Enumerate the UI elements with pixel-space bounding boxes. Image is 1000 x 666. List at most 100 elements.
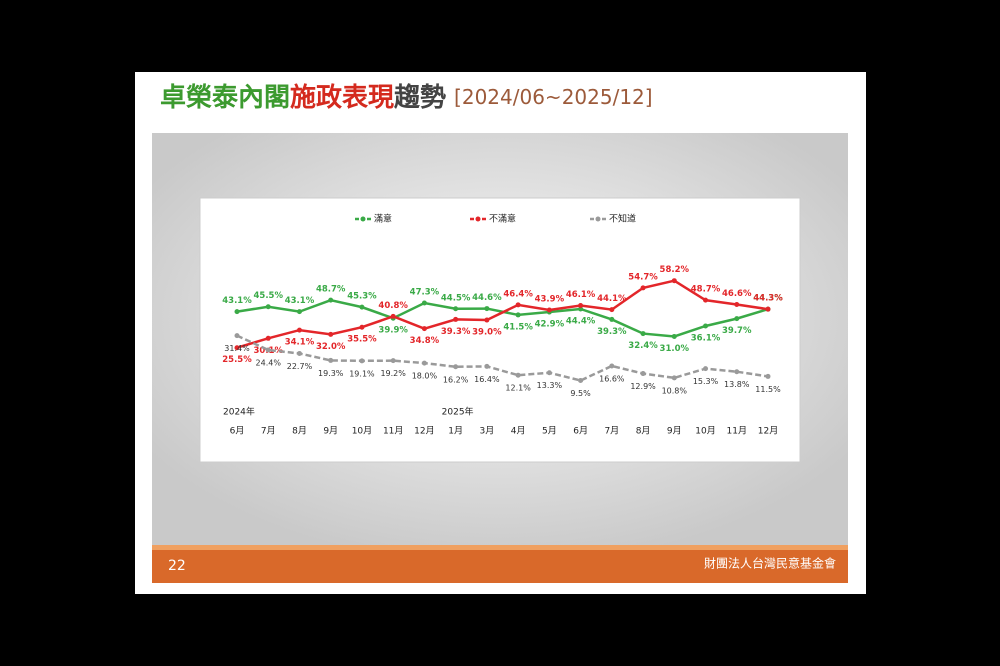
point — [359, 358, 365, 364]
point — [234, 333, 240, 339]
title-part: [2024/06~2025/12] — [454, 85, 653, 109]
point — [515, 312, 521, 318]
point — [390, 313, 396, 319]
x-tick-label: 7月 — [261, 426, 276, 437]
value-label: 16.6% — [599, 374, 625, 383]
point — [328, 331, 334, 337]
x-tick-label: 9月 — [323, 426, 338, 437]
title-part: 施政表現 — [290, 82, 394, 113]
value-label: 10.8% — [662, 386, 688, 395]
point — [734, 301, 740, 307]
value-label: 44.6% — [472, 293, 502, 303]
point — [296, 327, 302, 333]
value-label: 31.0% — [660, 344, 690, 354]
point — [609, 316, 615, 322]
value-label: 48.7% — [691, 285, 721, 295]
x-tick-label: 8月 — [292, 426, 307, 437]
value-label: 22.7% — [287, 362, 313, 371]
value-label: 40.8% — [378, 301, 408, 311]
x-tick-label: 6月 — [573, 426, 588, 437]
series-line — [236, 279, 769, 349]
value-label: 25.5% — [222, 355, 252, 365]
value-label: 54.7% — [628, 272, 658, 282]
x-tick-label: 12月 — [414, 426, 434, 437]
x-tick-label: 5月 — [542, 426, 557, 437]
x-tick-label: 11月 — [383, 426, 403, 437]
value-label: 16.2% — [443, 375, 469, 384]
point — [359, 304, 365, 310]
point — [609, 363, 615, 369]
point — [578, 302, 584, 308]
x-tick-label: 8月 — [636, 426, 651, 437]
value-label: 31.4% — [224, 344, 250, 353]
point — [765, 306, 771, 312]
point — [234, 345, 240, 351]
title: 卓榮泰內閣施政表現趨勢 [2024/06~2025/12] — [160, 82, 653, 113]
year-label: 2025年 — [442, 406, 474, 418]
series-line — [236, 334, 769, 382]
x-tick-label: 11月 — [727, 426, 747, 437]
value-label: 44.5% — [441, 293, 471, 303]
value-label: 46.6% — [722, 289, 752, 299]
point — [265, 347, 271, 353]
value-label: 24.4% — [256, 358, 282, 367]
value-label: 47.3% — [410, 288, 440, 298]
point — [328, 297, 334, 303]
point — [296, 350, 302, 356]
point — [390, 358, 396, 364]
value-label: 34.1% — [285, 338, 315, 348]
x-tick-label: 9月 — [667, 426, 682, 437]
footer-bar — [152, 545, 848, 583]
value-label: 46.1% — [566, 290, 596, 300]
footer-stripe — [152, 545, 848, 550]
value-label: 18.0% — [412, 372, 438, 381]
x-tick-label: 7月 — [604, 426, 619, 437]
value-label: 39.3% — [441, 327, 471, 337]
value-label: 42.9% — [535, 320, 565, 330]
x-tick-label: 10月 — [352, 426, 372, 437]
value-label: 36.1% — [691, 333, 721, 343]
point — [421, 300, 427, 306]
point — [578, 306, 584, 312]
value-label: 13.3% — [537, 381, 563, 390]
point — [265, 304, 271, 310]
value-label: 45.5% — [253, 291, 283, 301]
value-label: 13.8% — [724, 380, 750, 389]
legend-marker — [595, 216, 601, 222]
value-label: 9.5% — [570, 389, 591, 398]
x-tick-label: 4月 — [511, 426, 526, 437]
point — [640, 331, 646, 337]
value-label: 46.4% — [503, 289, 533, 299]
year-label: 2024年 — [223, 406, 255, 418]
point — [703, 366, 709, 372]
point — [671, 333, 677, 339]
value-label: 32.4% — [628, 341, 658, 351]
point — [453, 364, 459, 370]
org-name: 財團法人台灣民意基金會 — [704, 556, 836, 571]
x-tick-label: 12月 — [758, 426, 778, 437]
point — [234, 309, 240, 315]
point — [453, 306, 459, 312]
value-label: 44.3% — [753, 294, 783, 304]
point — [515, 302, 521, 308]
x-tick-label: 6月 — [230, 426, 245, 437]
point — [546, 307, 552, 313]
value-label: 32.0% — [316, 342, 346, 352]
legend-label: 滿意 — [374, 213, 392, 225]
value-label: 12.1% — [505, 384, 531, 393]
page-number: 22 — [168, 558, 186, 574]
point — [609, 307, 615, 313]
value-label: 43.1% — [285, 296, 315, 306]
value-label: 16.4% — [474, 375, 500, 384]
title-part: 卓榮泰內閣 — [160, 83, 290, 113]
value-label: 15.3% — [693, 377, 719, 386]
point — [484, 317, 490, 323]
point — [671, 278, 677, 284]
point — [296, 309, 302, 315]
value-label: 48.7% — [316, 285, 346, 295]
legend-label: 不滿意 — [489, 213, 516, 225]
legend-marker — [475, 216, 481, 222]
point — [640, 371, 646, 377]
